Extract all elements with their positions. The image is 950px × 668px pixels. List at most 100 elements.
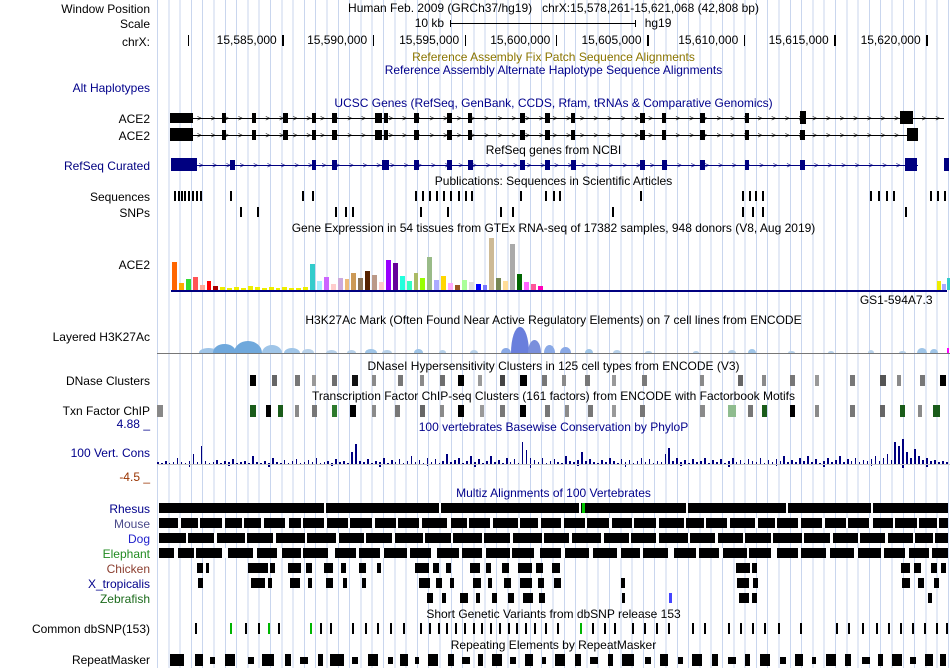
- dbsnp-track-tick[interactable]: [876, 623, 879, 634]
- align-chicken-block[interactable]: [323, 563, 334, 573]
- align-mark[interactable]: [582, 503, 585, 513]
- sequences-track-tick[interactable]: [180, 191, 183, 201]
- dnase-track-box[interactable]: [585, 375, 591, 386]
- gene-exon[interactable]: [570, 113, 575, 123]
- dbsnp-track-tick[interactable]: [455, 623, 458, 634]
- align-zebrafish-block[interactable]: [739, 593, 749, 603]
- repeatmasker-track-box[interactable]: [727, 657, 736, 664]
- align-chicken-block[interactable]: [551, 563, 560, 573]
- gene-exon[interactable]: [744, 160, 750, 170]
- repeatmasker-track-box[interactable]: [195, 654, 203, 666]
- gtex-bar[interactable]: [365, 271, 371, 290]
- align-chicken-block[interactable]: [470, 563, 480, 573]
- repeatmasker-track-box[interactable]: [712, 654, 719, 666]
- dnase-track-box[interactable]: [562, 375, 567, 386]
- signal-peak[interactable]: [693, 351, 700, 353]
- align-xtropicalis-block[interactable]: [290, 578, 300, 588]
- dbsnp-track-tick[interactable]: [472, 623, 475, 634]
- align-elephant-label[interactable]: Elephant: [102, 547, 150, 561]
- gene-exon[interactable]: [222, 130, 226, 140]
- sequences-track-tick[interactable]: [199, 191, 202, 201]
- align-mouse[interactable]: [157, 516, 950, 530]
- repeatmasker-track-box[interactable]: [448, 654, 455, 666]
- txn-track-box[interactable]: [420, 405, 426, 417]
- snps-track-tick[interactable]: [762, 207, 765, 217]
- align-xtropicalis-block[interactable]: [902, 578, 911, 588]
- sequences-track-tick[interactable]: [877, 191, 880, 201]
- txn-track-box[interactable]: [815, 405, 820, 417]
- gene-exon[interactable]: [662, 113, 667, 123]
- dnase-track-box[interactable]: [919, 375, 925, 386]
- gtex-bar-right[interactable]: [942, 284, 947, 290]
- gtex-bar[interactable]: [475, 284, 481, 290]
- gene-exon[interactable]: [171, 158, 197, 171]
- align-xtropicalis-block[interactable]: [472, 578, 481, 588]
- align-chicken-block[interactable]: [930, 563, 937, 573]
- dbsnp-track-tick[interactable]: [667, 623, 670, 634]
- dbsnp-track-tick[interactable]: [888, 623, 891, 634]
- repeatmasker-track-box[interactable]: [414, 657, 419, 664]
- align-zebrafish-label[interactable]: Zebrafish: [99, 592, 150, 606]
- align-zebrafish-block[interactable]: [539, 593, 545, 603]
- repeatmasker-track-box[interactable]: [541, 657, 546, 664]
- repeatmasker-track-label[interactable]: RepeatMasker: [71, 653, 150, 667]
- txn-track-box[interactable]: [294, 405, 299, 417]
- align-xtropicalis-block[interactable]: [753, 578, 759, 588]
- sequences-track[interactable]: [157, 189, 950, 203]
- gtex-bar[interactable]: [261, 288, 267, 290]
- txn-track-box[interactable]: [394, 405, 400, 417]
- repeatmasker-track-box[interactable]: [812, 657, 816, 664]
- ruler[interactable]: 15,585,000 15,590,000 15,595,000 15,600,000…: [157, 33, 950, 48]
- gtex-bar[interactable]: [523, 282, 529, 290]
- dbsnp-track-tick[interactable]: [524, 623, 527, 634]
- repeatmasker-track-box[interactable]: [589, 657, 598, 664]
- gene-exon[interactable]: [544, 113, 550, 123]
- dnase-track-box[interactable]: [249, 375, 256, 386]
- dnase-track-box[interactable]: [815, 375, 820, 386]
- refseq-track[interactable]: >>>>>>>>>>>>>>>>>>>>>>>>>>>>>>>>>>>>>>>>…: [157, 158, 950, 172]
- align-xtropicalis-block[interactable]: [198, 578, 203, 588]
- gtex-bar[interactable]: [199, 285, 205, 290]
- txn-track-box[interactable]: [612, 405, 617, 417]
- dbsnp-track-tick[interactable]: [777, 623, 780, 634]
- dbsnp-track-tick[interactable]: [911, 623, 914, 634]
- gene-exon[interactable]: [169, 113, 194, 123]
- dbsnp-track-tick[interactable]: [800, 623, 803, 634]
- txn-track-box[interactable]: [479, 405, 484, 417]
- sequences-track-tick[interactable]: [443, 191, 446, 201]
- dbsnp-track-tick[interactable]: [643, 623, 646, 634]
- align-chicken-block[interactable]: [340, 563, 346, 573]
- dnase-track-box[interactable]: [541, 375, 547, 386]
- sequences-track-tick[interactable]: [312, 191, 315, 201]
- dbsnp-track-tick[interactable]: [498, 623, 501, 634]
- gene-ace2-1-label[interactable]: ACE2: [118, 112, 150, 126]
- dnase-track-box[interactable]: [738, 375, 744, 386]
- gtex-bar[interactable]: [234, 287, 240, 290]
- scale-row[interactable]: 10 kb hg19: [157, 17, 950, 30]
- signal-peak[interactable]: [365, 349, 378, 353]
- sequences-track-tick[interactable]: [552, 191, 555, 201]
- gene-exon[interactable]: [447, 113, 452, 123]
- align-chicken-block[interactable]: [359, 563, 366, 573]
- signal-mark[interactable]: [946, 348, 949, 353]
- align-xtropicalis-block[interactable]: [504, 578, 511, 588]
- gene-exon[interactable]: [520, 160, 525, 170]
- gtex-bar[interactable]: [489, 238, 495, 290]
- signal-peak[interactable]: [501, 348, 511, 353]
- gene-exon[interactable]: [252, 113, 257, 123]
- dbsnp-track-tick[interactable]: [544, 623, 547, 634]
- gene-exon[interactable]: [467, 113, 472, 123]
- align-zebrafish-block[interactable]: [442, 593, 447, 603]
- align-xtropicalis-block[interactable]: [488, 578, 493, 588]
- dbsnp-track-tick[interactable]: [229, 623, 232, 634]
- repeatmasker-track-box[interactable]: [509, 657, 516, 664]
- dbsnp-track-tick[interactable]: [278, 623, 281, 634]
- snps-track-tick[interactable]: [500, 207, 503, 217]
- repeatmasker-track-box[interactable]: [861, 657, 870, 664]
- dnase-track[interactable]: [157, 374, 950, 387]
- repeatmasker-track-box[interactable]: [780, 657, 787, 664]
- align-xtropicalis-block[interactable]: [737, 578, 750, 588]
- gtex-row2[interactable]: GS1-594A7.3: [157, 293, 950, 307]
- sequences-track-tick[interactable]: [748, 191, 751, 201]
- repeatmasker-track-box[interactable]: [744, 654, 750, 666]
